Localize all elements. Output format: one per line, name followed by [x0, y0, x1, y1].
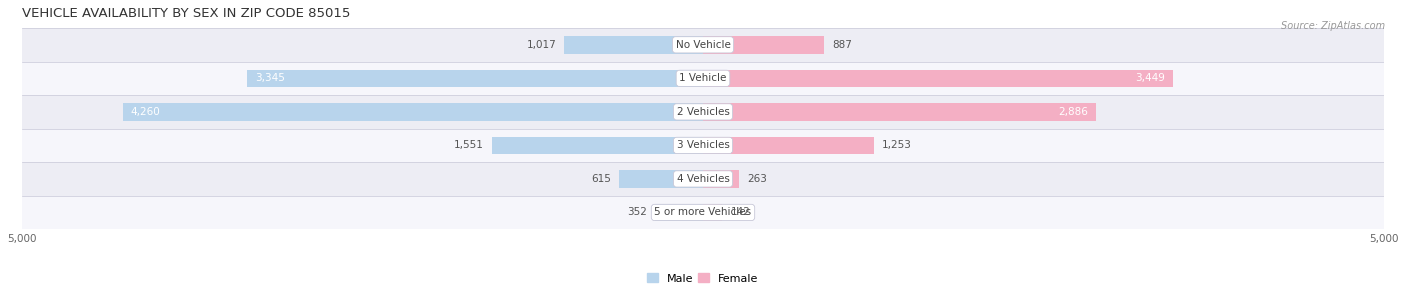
Bar [703, 204, 723, 221]
Bar [703, 170, 738, 188]
Bar [492, 137, 703, 154]
Bar [21, 196, 1385, 229]
Text: 2,886: 2,886 [1059, 107, 1088, 117]
Bar [122, 103, 703, 121]
Text: 5 or more Vehicles: 5 or more Vehicles [654, 207, 752, 218]
Legend: Male, Female: Male, Female [643, 269, 763, 288]
Text: 1,017: 1,017 [526, 40, 557, 50]
Bar [703, 70, 1173, 87]
Text: 4,260: 4,260 [131, 107, 160, 117]
Text: 1,253: 1,253 [882, 140, 911, 150]
Text: 4 Vehicles: 4 Vehicles [676, 174, 730, 184]
Bar [21, 28, 1385, 62]
Bar [21, 95, 1385, 129]
Text: 3 Vehicles: 3 Vehicles [676, 140, 730, 150]
Text: 1,551: 1,551 [454, 140, 484, 150]
Text: 615: 615 [591, 174, 612, 184]
Text: 1 Vehicle: 1 Vehicle [679, 73, 727, 83]
Bar [655, 204, 703, 221]
Bar [703, 36, 824, 54]
Bar [21, 62, 1385, 95]
Text: 263: 263 [747, 174, 766, 184]
Bar [21, 162, 1385, 196]
Text: 3,449: 3,449 [1135, 73, 1164, 83]
Bar [703, 103, 1097, 121]
Text: 142: 142 [731, 207, 751, 218]
Bar [564, 36, 703, 54]
Text: 3,345: 3,345 [256, 73, 285, 83]
Text: 2 Vehicles: 2 Vehicles [676, 107, 730, 117]
Bar [21, 129, 1385, 162]
Bar [619, 170, 703, 188]
Text: 887: 887 [832, 40, 852, 50]
Bar [247, 70, 703, 87]
Text: Source: ZipAtlas.com: Source: ZipAtlas.com [1281, 21, 1385, 32]
Text: 352: 352 [627, 207, 647, 218]
Bar [703, 137, 873, 154]
Text: No Vehicle: No Vehicle [675, 40, 731, 50]
Text: VEHICLE AVAILABILITY BY SEX IN ZIP CODE 85015: VEHICLE AVAILABILITY BY SEX IN ZIP CODE … [21, 7, 350, 20]
